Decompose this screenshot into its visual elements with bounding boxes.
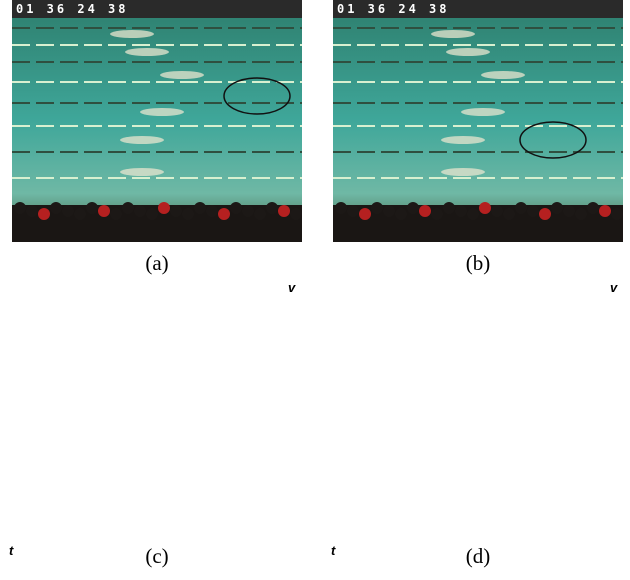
spectator — [539, 208, 551, 220]
spectator — [611, 208, 623, 220]
timestamp: 01 36 24 38 — [337, 2, 449, 16]
spectator — [527, 205, 539, 217]
spectator — [14, 202, 26, 214]
swimmer — [110, 30, 154, 38]
caption: (b) — [466, 251, 491, 275]
spectator — [359, 208, 371, 220]
spectator — [158, 202, 170, 214]
spectator — [278, 205, 290, 217]
spectator — [206, 205, 218, 217]
axis-label: v — [288, 280, 296, 295]
spectator — [266, 202, 278, 214]
axis-label: t — [331, 543, 336, 558]
figure: (a) (b) (c) (d) 01 36 24 38 01 36 24 38 … — [0, 0, 630, 580]
spectator — [491, 205, 503, 217]
spectator — [110, 208, 122, 220]
spectator — [230, 202, 242, 214]
spectator — [50, 202, 62, 214]
spectator — [122, 202, 134, 214]
spectator — [575, 208, 587, 220]
spectator — [194, 202, 206, 214]
caption: (a) — [145, 251, 168, 275]
axis-label: v — [610, 280, 618, 295]
swimmer — [120, 168, 164, 176]
swimmer — [120, 136, 164, 144]
swimmer — [160, 71, 204, 79]
spectator — [503, 208, 515, 220]
spectator — [335, 202, 347, 214]
photos — [12, 0, 623, 242]
spectator — [371, 202, 383, 214]
spectator — [290, 208, 302, 220]
spectator — [242, 205, 254, 217]
spectator — [170, 205, 182, 217]
spectator — [38, 208, 50, 220]
spectator — [26, 205, 38, 217]
spectator — [587, 202, 599, 214]
photo — [333, 0, 623, 242]
swimmer — [441, 168, 485, 176]
swimmer — [441, 136, 485, 144]
spectator — [146, 208, 158, 220]
caption: (d) — [466, 544, 491, 568]
swimmer — [125, 48, 169, 56]
spectator — [254, 208, 266, 220]
spectator — [479, 202, 491, 214]
spectator — [467, 208, 479, 220]
spectator — [551, 202, 563, 214]
swimmer — [446, 48, 490, 56]
spectator — [455, 205, 467, 217]
photo — [12, 0, 302, 242]
spectator — [218, 208, 230, 220]
swimmer — [431, 30, 475, 38]
spectator — [563, 205, 575, 217]
caption: (c) — [145, 544, 168, 568]
spectator — [347, 205, 359, 217]
spectator — [431, 208, 443, 220]
spectator — [98, 205, 110, 217]
spectator — [62, 205, 74, 217]
spectator — [419, 205, 431, 217]
spectator — [86, 202, 98, 214]
spectator — [443, 202, 455, 214]
timestamp: 01 36 24 38 — [16, 2, 128, 16]
spectator — [515, 202, 527, 214]
swimmer — [461, 108, 505, 116]
axis-label: t — [9, 543, 14, 558]
swimmer — [140, 108, 184, 116]
spectator — [395, 208, 407, 220]
spectator — [134, 205, 146, 217]
spectator — [383, 205, 395, 217]
spectator — [74, 208, 86, 220]
spectator — [599, 205, 611, 217]
spectator — [407, 202, 419, 214]
swimmer — [481, 71, 525, 79]
spectator — [182, 208, 194, 220]
